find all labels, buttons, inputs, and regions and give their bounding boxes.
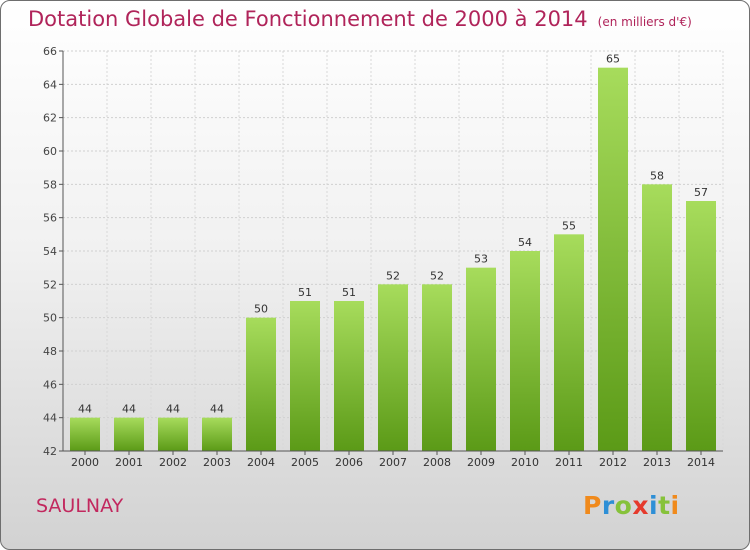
chart-title: Dotation Globale de Fonctionnement de 20… — [28, 7, 692, 31]
y-tick-label: 42 — [43, 445, 57, 458]
data-label: 44 — [166, 403, 180, 416]
x-tick-label: 2006 — [335, 456, 363, 469]
x-tick-label: 2014 — [687, 456, 715, 469]
bars: 44 44 44 44 50 51 51 52 52 53 54 55 65 58 57 — [70, 53, 716, 452]
logo-letter: x — [632, 491, 649, 520]
axes: 42 44 46 48 50 52 54 56 58 60 62 64 66 2000 2001 2002 20… — [43, 45, 723, 469]
bar — [246, 317, 276, 451]
data-label: 58 — [650, 169, 664, 182]
x-tick-label: 2001 — [115, 456, 143, 469]
chart-subtitle: (en milliers d'€) — [597, 15, 692, 29]
data-label: 51 — [298, 286, 312, 299]
place-name: SAULNAY — [36, 495, 124, 517]
bar — [202, 417, 232, 451]
y-tick-label: 44 — [43, 412, 57, 425]
y-tick-label: 56 — [43, 212, 57, 225]
x-tick-label: 2008 — [423, 456, 451, 469]
data-label: 44 — [210, 403, 224, 416]
bar — [334, 301, 364, 451]
data-label: 55 — [562, 219, 576, 232]
bar — [158, 417, 188, 451]
y-tick-label: 46 — [43, 378, 57, 391]
data-label: 53 — [474, 253, 488, 266]
logo-letter: i — [649, 491, 659, 520]
y-tick-label: 64 — [43, 78, 57, 91]
y-tick-label: 54 — [43, 245, 57, 258]
bar — [686, 201, 716, 451]
bar — [466, 267, 496, 451]
y-tick-label: 66 — [43, 45, 57, 58]
data-label: 44 — [78, 403, 92, 416]
x-tick-label: 2000 — [71, 456, 99, 469]
logo-letter: r — [601, 491, 615, 520]
data-label: 54 — [518, 236, 532, 249]
y-tick-label: 58 — [43, 178, 57, 191]
x-tick-label: 2010 — [511, 456, 539, 469]
x-tick-label: 2007 — [379, 456, 407, 469]
logo-letter: i — [670, 491, 680, 520]
y-tick-label: 62 — [43, 112, 57, 125]
bar — [290, 301, 320, 451]
x-tick-label: 2009 — [467, 456, 495, 469]
data-label: 52 — [430, 269, 444, 282]
x-tick-label: 2004 — [247, 456, 275, 469]
bar — [378, 284, 408, 451]
data-label: 52 — [386, 269, 400, 282]
y-tick-label: 50 — [43, 312, 57, 325]
y-tick-label: 48 — [43, 345, 57, 358]
x-tick-label: 2002 — [159, 456, 187, 469]
logo-letter: t — [658, 491, 671, 520]
data-label: 44 — [122, 403, 136, 416]
bar — [70, 417, 100, 451]
bar — [642, 184, 672, 452]
data-label: 65 — [606, 53, 620, 66]
bar — [422, 284, 452, 451]
logo-letter: o — [614, 491, 633, 520]
data-label: 51 — [342, 286, 356, 299]
bar — [114, 417, 144, 451]
proxiti-logo[interactable]: Proxiti — [583, 491, 680, 520]
bar — [510, 251, 540, 451]
x-tick-label: 2013 — [643, 456, 671, 469]
data-label: 50 — [254, 303, 268, 316]
x-tick-label: 2011 — [555, 456, 583, 469]
logo-letter: P — [583, 491, 602, 520]
bar — [554, 234, 584, 451]
bar — [598, 67, 628, 452]
y-tick-label: 60 — [43, 145, 57, 158]
x-tick-label: 2005 — [291, 456, 319, 469]
chart-title-text: Dotation Globale de Fonctionnement de 20… — [28, 7, 588, 31]
y-tick-label: 52 — [43, 278, 57, 291]
x-tick-label: 2012 — [599, 456, 627, 469]
data-label: 57 — [694, 186, 708, 199]
x-tick-label: 2003 — [203, 456, 231, 469]
